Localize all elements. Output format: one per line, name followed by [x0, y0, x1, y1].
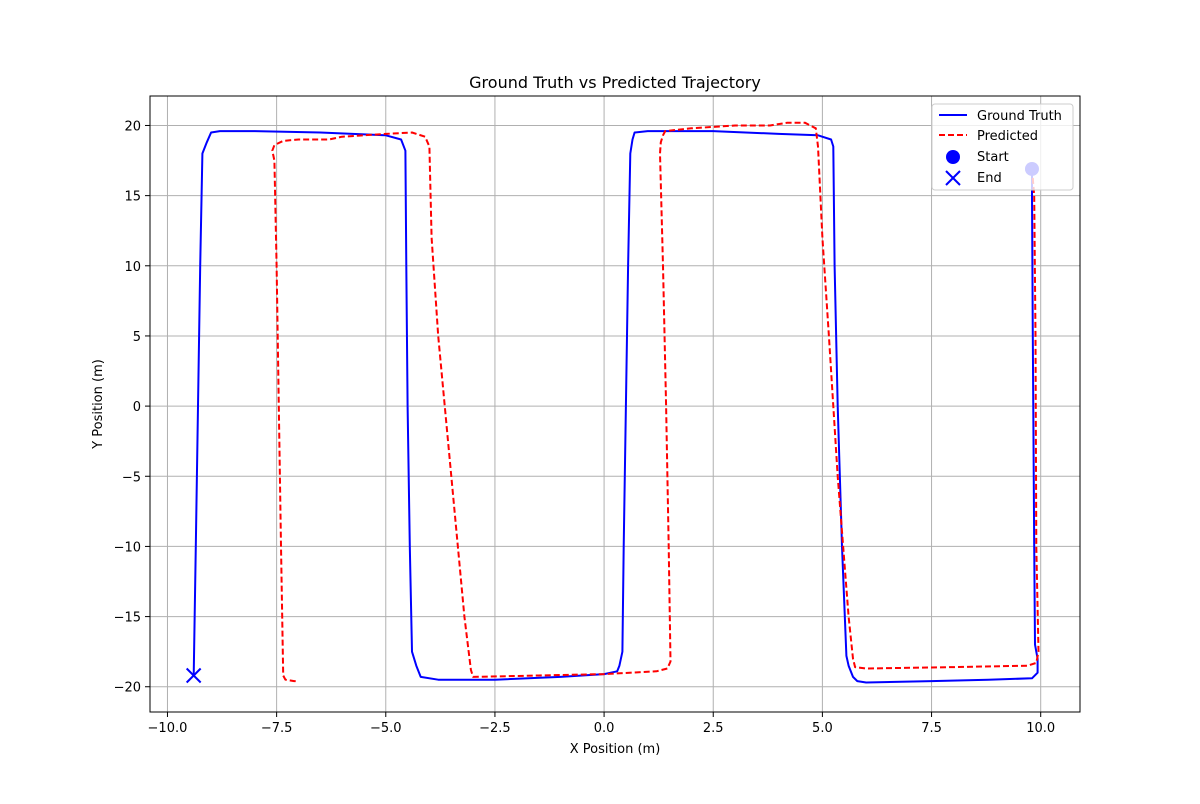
- y-axis: −20 −15 −10 −5 0 5 10 15 20: [114, 119, 150, 696]
- grid-lines: [150, 96, 1080, 712]
- x-tick-label: 10.0: [1026, 721, 1055, 736]
- end-marker-stroke: [185, 667, 202, 684]
- end-marker: [185, 667, 202, 684]
- y-tick-label: 10: [124, 260, 141, 275]
- x-axis: −10.0 −7.5 −5.0 −2.5 0.0 2.5 5.0 7.5 10.0: [148, 712, 1055, 736]
- y-tick-label: −5: [122, 470, 141, 485]
- plot-frame: [149, 95, 1081, 713]
- series-layer: [192, 121, 1040, 684]
- x-tick-label: 5.0: [812, 721, 833, 736]
- x-tick-label: −7.5: [261, 721, 293, 736]
- x-axis-label: X Position (m): [570, 742, 661, 757]
- y-tick-label: −10: [114, 540, 141, 555]
- series-line-ground-truth: [192, 130, 1039, 684]
- legend-marker-start: [946, 150, 960, 164]
- y-tick-label: −15: [114, 611, 141, 626]
- legend-label-end: End: [977, 171, 1002, 186]
- x-tick-label: 2.5: [703, 721, 724, 736]
- y-tick-label: 15: [124, 190, 141, 205]
- legend-label-ground-truth: Ground Truth: [977, 109, 1062, 124]
- legend: Ground Truth Predicted Start End: [931, 103, 1074, 191]
- y-tick-label: −20: [114, 681, 141, 696]
- series-line-predicted: [271, 121, 1040, 683]
- x-tick-label: −2.5: [479, 721, 511, 736]
- legend-label-start: Start: [977, 150, 1009, 165]
- chart-title: Ground Truth vs Predicted Trajectory: [469, 73, 761, 92]
- legend-label-predicted: Predicted: [977, 129, 1038, 144]
- x-tick-label: 0.0: [594, 721, 615, 736]
- legend-box: [931, 103, 1074, 191]
- y-axis-label: Y Position (m): [91, 359, 106, 450]
- y-tick-label: 20: [124, 119, 141, 134]
- y-tick-label: 5: [133, 330, 141, 345]
- y-tick-label: 0: [133, 400, 141, 415]
- x-tick-label: 7.5: [921, 721, 942, 736]
- legend-marker-end: [945, 170, 961, 186]
- x-tick-label: −5.0: [370, 721, 402, 736]
- x-tick-label: −10.0: [148, 721, 188, 736]
